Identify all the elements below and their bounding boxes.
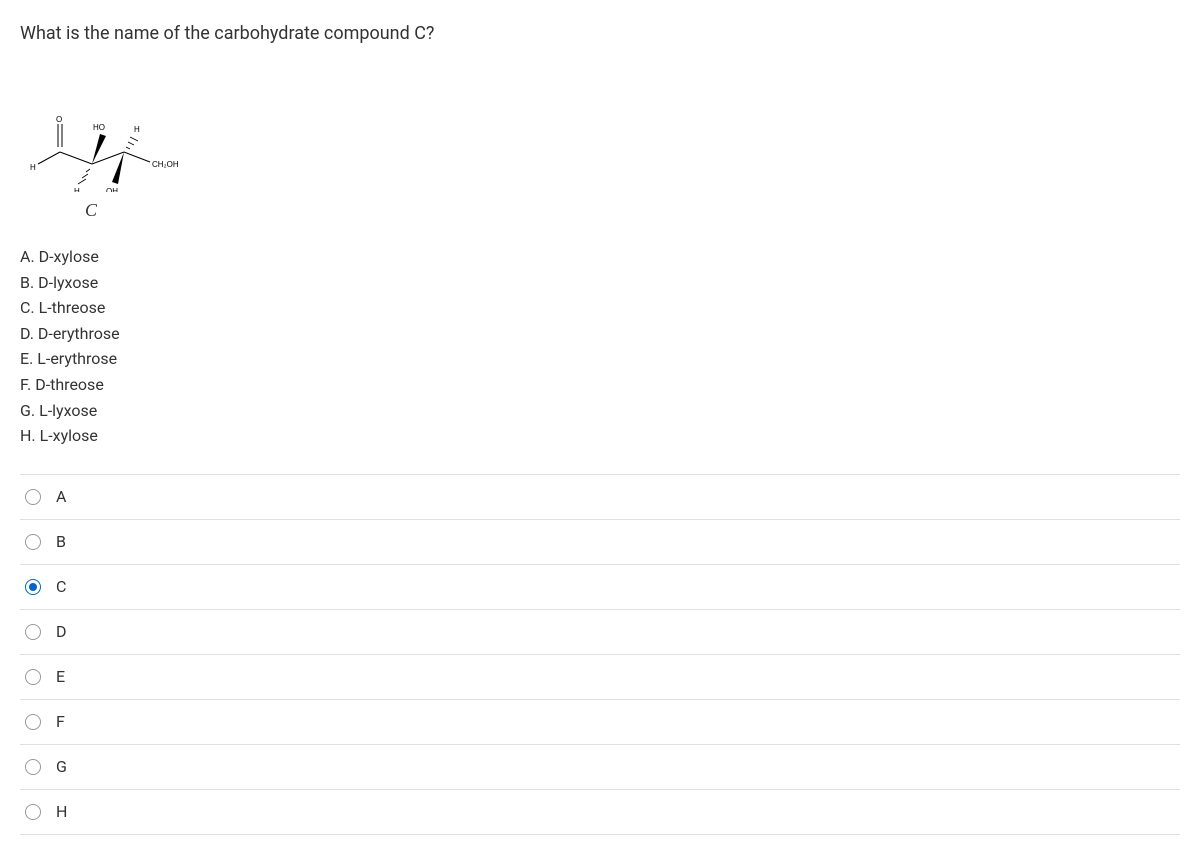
- answer-key-item: A. D-xylose: [20, 244, 1180, 270]
- atom-ch2oh: CH₂OH: [152, 160, 179, 169]
- question-text: What is the name of the carbohydrate com…: [20, 20, 1180, 47]
- option-label: C: [56, 575, 66, 599]
- answer-key-item: G. L-lyxose: [20, 398, 1180, 424]
- atom-h-left: H: [30, 163, 36, 172]
- atom-oh-bottom: OH: [106, 187, 118, 192]
- option-row-e[interactable]: E: [20, 655, 1180, 700]
- radio-button[interactable]: [25, 804, 41, 820]
- option-row-b[interactable]: B: [20, 520, 1180, 565]
- option-label: D: [56, 620, 67, 644]
- options-list: ABCDEFGH: [20, 474, 1180, 835]
- atom-h-bottom: H: [74, 187, 80, 192]
- option-label: H: [56, 800, 67, 824]
- option-label: F: [56, 710, 65, 734]
- option-row-f[interactable]: F: [20, 700, 1180, 745]
- answer-key: A. D-xyloseB. D-lyxoseC. L-threoseD. D-e…: [20, 244, 1180, 449]
- radio-button[interactable]: [25, 489, 41, 505]
- option-label: G: [56, 755, 67, 779]
- answer-key-item: E. L-erythrose: [20, 346, 1180, 372]
- radio-button[interactable]: [25, 669, 41, 685]
- answer-key-item: H. L-xylose: [20, 423, 1180, 449]
- option-label: A: [56, 485, 66, 509]
- molecule-label: C: [85, 197, 1180, 224]
- molecule-diagram: O H HO H OH H CH₂OH: [20, 62, 190, 192]
- answer-key-item: B. D-lyxose: [20, 270, 1180, 296]
- option-label: B: [56, 530, 66, 554]
- radio-button[interactable]: [25, 759, 41, 775]
- radio-button[interactable]: [25, 624, 41, 640]
- option-row-a[interactable]: A: [20, 475, 1180, 520]
- option-label: E: [56, 665, 65, 689]
- answer-key-item: D. D-erythrose: [20, 321, 1180, 347]
- option-row-c[interactable]: C: [20, 565, 1180, 610]
- option-row-d[interactable]: D: [20, 610, 1180, 655]
- radio-button[interactable]: [25, 579, 41, 595]
- option-row-g[interactable]: G: [20, 745, 1180, 790]
- atom-ho: HO: [93, 123, 105, 132]
- atom-h-top: H: [134, 125, 140, 134]
- radio-button[interactable]: [25, 534, 41, 550]
- radio-button[interactable]: [25, 714, 41, 730]
- answer-key-item: F. D-threose: [20, 372, 1180, 398]
- atom-o: O: [56, 115, 62, 124]
- option-row-h[interactable]: H: [20, 790, 1180, 835]
- answer-key-item: C. L-threose: [20, 295, 1180, 321]
